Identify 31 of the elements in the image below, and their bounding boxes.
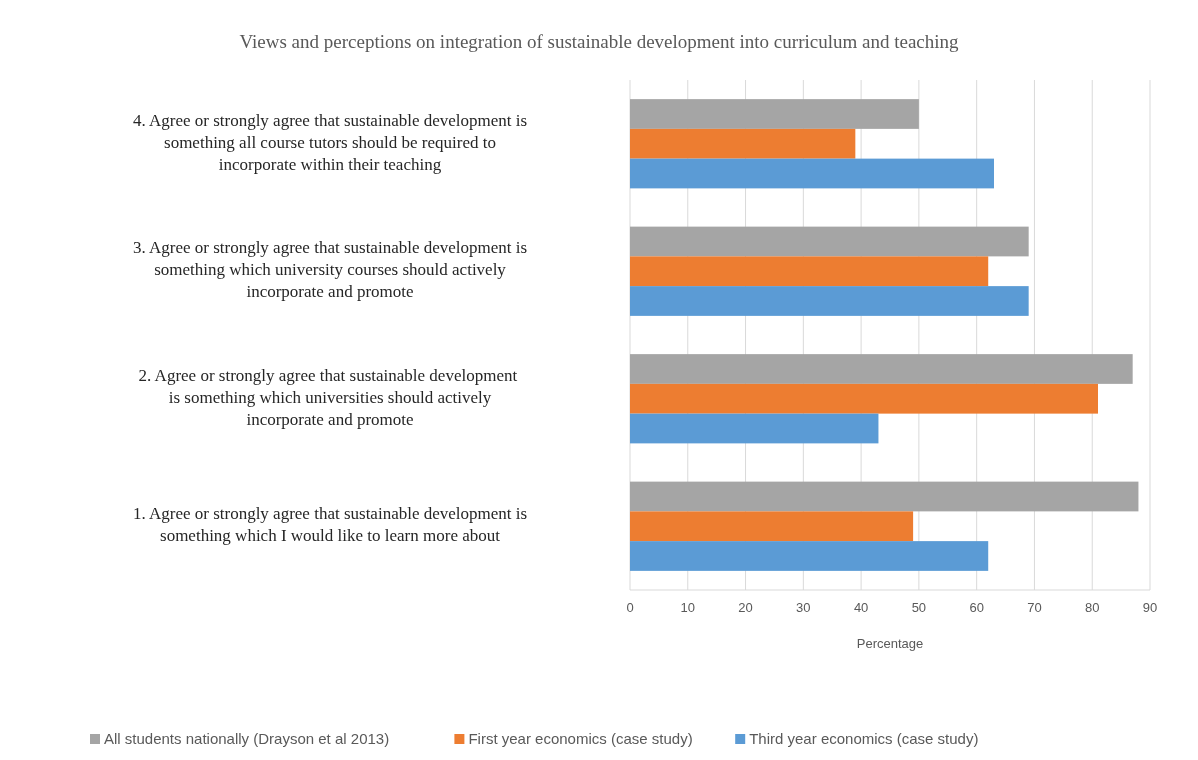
bar	[630, 256, 989, 287]
bar	[630, 413, 879, 444]
y-tick-label: 3. Agree or strongly agree that sustainable development is something which university courses should actively incorporate and promote	[132, 238, 528, 302]
x-tick-label: 60	[969, 600, 984, 615]
x-tick-label: 0	[626, 600, 634, 615]
bar	[630, 99, 919, 129]
x-tick-label: 40	[853, 600, 869, 615]
x-axis-title: Percentage	[856, 636, 924, 651]
x-tick-label: 20	[738, 600, 753, 615]
bar	[630, 128, 856, 159]
y-tick-label: 1. Agree or strongly agree that sustainable development is something which I would like to learn more about	[132, 504, 528, 546]
legend-label: All students nationally (Drayson et al 2013)	[104, 730, 390, 747]
chart-title: Views and perceptions on integration of sustainable development into curriculum and teaching	[239, 31, 960, 52]
bar	[630, 226, 1029, 257]
y-tick-label: 2. Agree or strongly agree that sustainable development is something which universities should actively incorporate and promote	[138, 365, 522, 429]
bar	[630, 541, 989, 571]
x-tick-label: 80	[1084, 600, 1100, 615]
legend-label: First year economics (case study)	[468, 730, 693, 747]
bar	[630, 383, 1098, 414]
x-tick-label: 70	[1027, 600, 1042, 615]
bar	[630, 481, 1139, 512]
x-tick-label: 90	[1142, 600, 1158, 615]
x-tick-label: 30	[796, 600, 811, 615]
bar	[630, 511, 914, 542]
bar	[630, 354, 1133, 384]
x-tick-label: 10	[680, 600, 696, 615]
bar	[630, 158, 994, 189]
y-tick-label: 4. Agree or strongly agree that sustainable development is something all course tutors should be required to incorporate within their teaching	[132, 110, 528, 174]
legend-label: Third year economics (case study)	[749, 730, 979, 747]
x-tick-label: 50	[911, 600, 927, 615]
bar	[630, 286, 1029, 316]
